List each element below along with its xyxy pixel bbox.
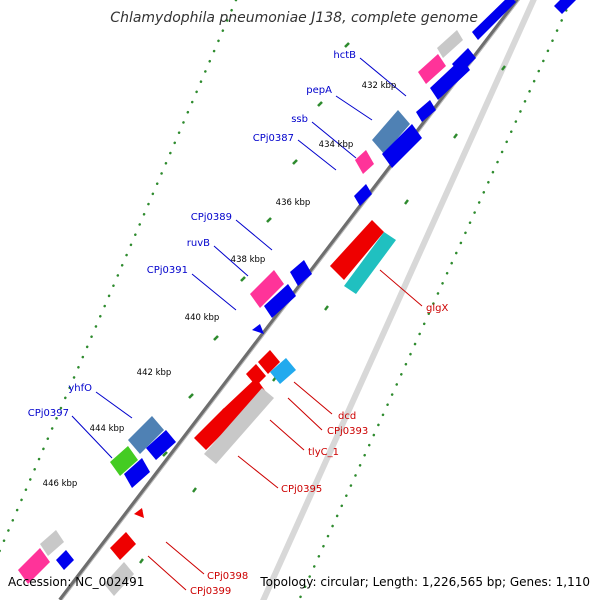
forward-gene-labels: hctB pepA ssb CPj0387 CPj0389 ruvB CPj03… (28, 50, 356, 419)
kbp-label: 434 kbp (319, 140, 354, 150)
accession-text: Accession: NC_002491 (8, 575, 144, 589)
kbp-label: 432 kbp (362, 81, 397, 91)
gene-label[interactable]: CPj0395 (281, 484, 322, 495)
gene-label[interactable]: CPj0389 (191, 212, 232, 223)
kbp-label: 438 kbp (231, 255, 266, 265)
forward-cds[interactable] (124, 458, 150, 488)
gene-label[interactable]: glgX (426, 303, 448, 314)
reverse-cds[interactable] (194, 408, 236, 450)
kbp-label: 436 kbp (276, 198, 311, 208)
forward-cds[interactable] (56, 550, 74, 570)
green-feature[interactable] (110, 446, 138, 476)
outer-dotted-guide (0, 0, 238, 554)
kbp-label: 446 kbp (43, 479, 78, 489)
forward-cds[interactable] (290, 260, 312, 286)
reverse-gene-labels: glgX dcd CPj0393 tlyC_1 CPj0395 CPj0398 … (190, 303, 448, 597)
reverse-cds[interactable] (246, 364, 266, 386)
steel-feature[interactable] (128, 416, 164, 454)
cyan-feature[interactable] (344, 232, 396, 294)
reverse-cds[interactable] (258, 350, 280, 374)
gene-label[interactable]: yhfO (68, 383, 92, 394)
gene-label[interactable]: CPj0397 (28, 408, 69, 419)
gene-label[interactable]: ssb (291, 114, 308, 125)
rna-feature[interactable] (18, 548, 50, 584)
grey-feature[interactable] (40, 530, 64, 556)
rna-feature[interactable] (250, 270, 284, 308)
grey-feature[interactable] (437, 30, 463, 58)
kbp-label: 440 kbp (185, 313, 220, 323)
map-title: Chlamydophila pneumoniae J138, complete … (110, 10, 478, 26)
reverse-cds[interactable] (134, 508, 144, 518)
gene-label[interactable]: CPj0398 (207, 571, 248, 582)
forward-cds[interactable] (264, 284, 296, 318)
reverse-cds[interactable] (110, 532, 136, 560)
forward-cds[interactable] (146, 430, 176, 460)
rna-feature[interactable] (355, 150, 374, 174)
gene-label[interactable]: CPj0391 (147, 265, 188, 276)
forward-cds[interactable] (252, 324, 264, 334)
forward-cds[interactable] (472, 0, 516, 40)
forward-cds[interactable] (416, 100, 436, 122)
reverse-cds[interactable] (222, 378, 266, 424)
forward-cds[interactable] (452, 48, 476, 74)
forward-cds[interactable] (382, 124, 422, 168)
rna-feature[interactable] (418, 54, 446, 84)
topology-summary: Topology: circular; Length: 1,226,565 bp… (259, 575, 590, 589)
kbp-label: 442 kbp (137, 368, 172, 378)
forward-cds[interactable] (554, 0, 578, 14)
steel-feature[interactable] (372, 110, 410, 154)
grey-feature[interactable] (204, 388, 274, 464)
backbone (58, 0, 537, 600)
gene-label[interactable]: hctB (333, 50, 356, 61)
kbp-label: 444 kbp (90, 424, 125, 434)
gene-label[interactable]: CPj0393 (327, 426, 368, 437)
forward-cds[interactable] (354, 184, 372, 206)
grey-feature[interactable] (104, 562, 134, 596)
reverse-features (104, 220, 396, 596)
reverse-cds[interactable] (330, 220, 384, 280)
gene-label[interactable]: CPj0399 (190, 586, 231, 597)
leader-lines (71, 57, 423, 591)
forward-features (18, 0, 578, 584)
light-blue-feature[interactable] (270, 358, 296, 384)
gene-label[interactable]: ruvB (187, 238, 210, 249)
gene-label[interactable]: dcd (338, 411, 356, 422)
gene-label[interactable]: pepA (306, 85, 332, 96)
gene-label[interactable]: tlyC_1 (308, 447, 339, 458)
gene-label[interactable]: CPj0387 (253, 133, 294, 144)
kbp-labels: 432 kbp 434 kbp 436 kbp 438 kbp 440 kbp … (43, 81, 397, 489)
